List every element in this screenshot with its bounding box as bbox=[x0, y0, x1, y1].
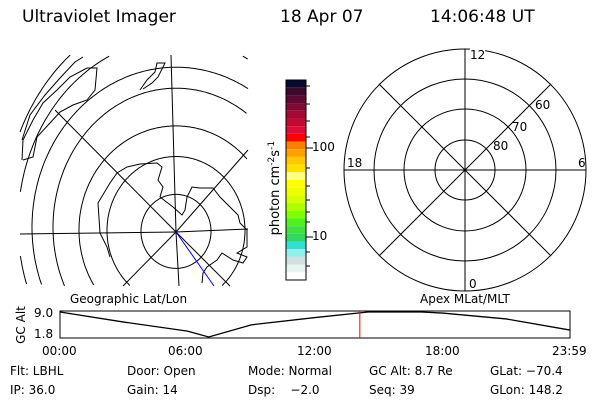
instrument-title: Ultraviolet Imager bbox=[22, 7, 176, 27]
colorbar-band bbox=[286, 180, 306, 188]
colorbar-band bbox=[286, 241, 306, 250]
coastline-west bbox=[21, 56, 84, 141]
latitude-circle bbox=[19, 55, 110, 192]
latitude-circle bbox=[140, 193, 212, 269]
colorbar-band bbox=[286, 195, 306, 204]
new-zealand-coastline bbox=[139, 62, 166, 91]
gc-alt-curve bbox=[59, 311, 571, 338]
antarctica-coastline bbox=[97, 162, 248, 284]
colorbar-band bbox=[286, 272, 306, 280]
dsp-status: Dsp: −2.0 bbox=[248, 383, 320, 397]
filter-status: Flt: LBHL bbox=[10, 364, 64, 378]
colorbar-band bbox=[286, 95, 306, 104]
colorbar-band bbox=[286, 80, 306, 88]
latitude-circle bbox=[19, 54, 71, 133]
colorbar-band bbox=[286, 233, 306, 242]
meridian-line bbox=[54, 109, 177, 233]
meridian-line bbox=[170, 54, 177, 233]
colorbar-band bbox=[286, 103, 306, 111]
latitude-circle bbox=[19, 255, 28, 285]
colorbar-band bbox=[286, 133, 306, 142]
glat-status: GLat: −70.4 bbox=[490, 364, 563, 378]
meridian-line bbox=[175, 149, 249, 233]
orbit-track-line bbox=[175, 231, 215, 287]
colorbar-band bbox=[286, 110, 306, 119]
colorbar-band bbox=[286, 249, 306, 257]
apex-map-label: Apex MLat/MLT bbox=[420, 292, 510, 306]
latitude-circle bbox=[106, 156, 246, 286]
latitude-circle bbox=[221, 230, 246, 286]
latitude-circle bbox=[242, 55, 248, 60]
ip-status: IP: 36.0 bbox=[10, 383, 56, 397]
mlt-label-18: 18 bbox=[347, 156, 363, 170]
latitude-circle bbox=[78, 125, 248, 286]
lat-label-80: 80 bbox=[493, 139, 509, 153]
colorbar-band bbox=[286, 187, 306, 196]
mode-status: Mode: Normal bbox=[248, 364, 332, 378]
colorbar-tick-100: 100 bbox=[312, 140, 335, 154]
alt-axis-label: GC Alt bbox=[13, 306, 28, 344]
colorbar-band bbox=[286, 156, 306, 165]
colorbar-band bbox=[286, 164, 306, 173]
geo-grid bbox=[19, 54, 249, 287]
colorbar-band bbox=[286, 256, 306, 265]
xtick-1800: 18:00 bbox=[425, 344, 460, 358]
lat-label-60: 60 bbox=[535, 98, 551, 112]
australia-coastline bbox=[21, 67, 98, 161]
ytick-9: 9.0 bbox=[34, 306, 54, 320]
latitude-circle bbox=[31, 66, 249, 285]
colorbar-band bbox=[286, 210, 306, 219]
geo-map-label: Geographic Lat/Lon bbox=[70, 292, 188, 306]
colorbar-tick-10: 10 bbox=[312, 229, 328, 243]
mlt-label-6: 6 bbox=[578, 156, 586, 170]
colorbar-band bbox=[286, 203, 306, 211]
glon-status: GLon: 148.2 bbox=[490, 383, 563, 397]
time-label: 14:06:48 UT bbox=[430, 7, 535, 27]
meridian-line bbox=[19, 231, 177, 235]
xtick-1200: 12:00 bbox=[297, 344, 332, 358]
colorbar-band bbox=[286, 126, 306, 134]
colorbar-band bbox=[286, 149, 306, 157]
ytick-1.8: 1.8 bbox=[34, 327, 54, 341]
date-label: 18 Apr 07 bbox=[280, 7, 364, 27]
xtick-2359: 23:59 bbox=[552, 344, 587, 358]
seq-status: Seq: 39 bbox=[369, 383, 415, 397]
colorbar-band bbox=[286, 172, 306, 180]
colorbar-band bbox=[286, 87, 306, 96]
colorbar-band bbox=[286, 218, 306, 227]
meridian-line bbox=[175, 228, 249, 233]
latitude-circle bbox=[52, 87, 247, 287]
xtick-0600: 06:00 bbox=[168, 344, 203, 358]
lat-label-70: 70 bbox=[512, 120, 528, 134]
gain-status: Gain: 14 bbox=[127, 383, 178, 397]
meridian-line bbox=[175, 231, 180, 287]
mlt-label-12: 12 bbox=[470, 48, 486, 62]
colorbar-band bbox=[286, 226, 306, 234]
gc-alt-status: GC Alt: 8.7 Re bbox=[369, 364, 453, 378]
colorbar-band bbox=[286, 118, 306, 127]
meridian-line bbox=[122, 231, 177, 287]
colorbar-band bbox=[286, 141, 306, 150]
mlt-label-0: 0 bbox=[469, 277, 477, 291]
colorbar-band bbox=[286, 264, 306, 273]
door-status: Door: Open bbox=[127, 364, 196, 378]
meridian-line bbox=[175, 231, 231, 287]
xtick-0000: 00:00 bbox=[42, 344, 77, 358]
